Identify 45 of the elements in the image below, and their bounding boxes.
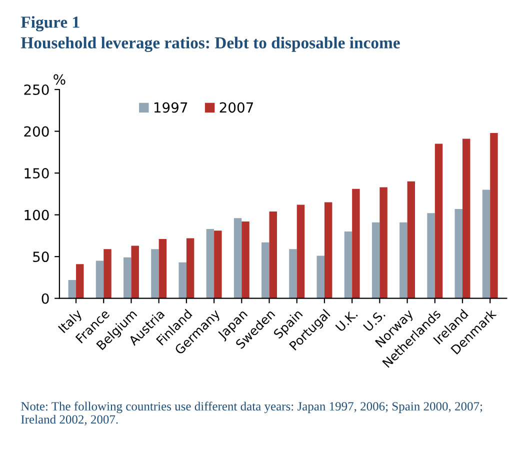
bar [131,246,139,298]
text: Note: The following countries use different data years: Japan 1997, 2006; Spain 2000, 2007; Ireland 2002, 2007. [21,402,482,426]
bar [289,249,297,298]
bar [151,249,159,298]
bar [296,204,305,298]
bar [96,260,104,298]
bar [462,138,470,298]
bar [178,262,186,298]
chart-subtitle: Household leverage ratios: Debt to disposable income [20,36,400,52]
y-tick-label: 50 [33,252,49,262]
bar [68,280,76,298]
bar [490,132,498,298]
bar [124,257,132,298]
bar [482,190,490,298]
bar [316,256,324,298]
chart-title: Figure 1 [20,16,80,32]
bar [104,249,112,298]
bar [324,202,332,298]
bar [158,239,167,298]
y-tick-label: 0 [42,293,49,304]
bar [269,211,277,298]
bar [454,208,462,298]
bar [352,188,360,298]
legend-label: 1997 [154,102,188,113]
bar [372,222,380,298]
bar [234,218,242,298]
y-axis-title: % [54,74,66,85]
bar [262,242,270,298]
bar [400,222,408,298]
y-tick-label: 150 [24,168,49,179]
bar [186,238,194,298]
bar [214,230,222,298]
bar [242,221,250,298]
bar [380,187,388,298]
bar [206,229,214,298]
bar [344,232,352,298]
bar [407,181,416,298]
legend-label: 2007 [220,102,253,113]
y-tick-label: 250 [24,84,49,95]
x-tick-label: U.K. [335,309,358,332]
bar [427,213,435,298]
y-tick-label: 100 [24,210,49,220]
bar [434,144,443,298]
bar [76,264,84,298]
y-tick-label: 200 [24,126,49,137]
